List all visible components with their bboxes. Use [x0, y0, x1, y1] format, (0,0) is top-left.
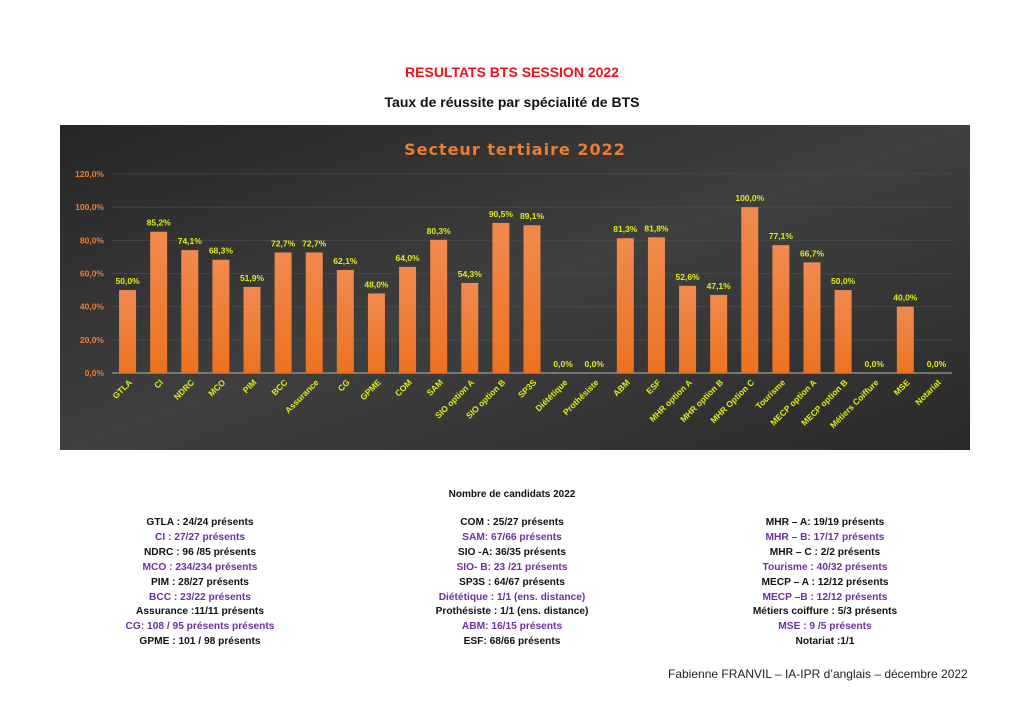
candidate-count-item: ABM: 16/15 présents	[461, 621, 563, 633]
y-tick-label: 0,0%	[85, 368, 105, 378]
data-label: 50,0%	[116, 276, 141, 286]
candidate-count-item: NDRC : 96 /85 présents	[143, 546, 257, 558]
bar	[772, 245, 790, 373]
candidates-title: Nombre de candidats 2022	[448, 489, 576, 500]
data-label: 100,0%	[735, 193, 764, 203]
bar	[305, 252, 323, 373]
data-label: 72,7%	[302, 238, 327, 248]
y-tick-label: 100,0%	[75, 202, 104, 212]
bar	[212, 259, 230, 373]
candidate-count-item: Tourisme : 40/32 présents	[762, 561, 888, 573]
data-label: 0,0%	[553, 359, 573, 369]
data-label: 64,0%	[396, 253, 421, 263]
bar	[243, 286, 261, 373]
data-label: 81,8%	[644, 223, 669, 233]
candidate-count-item: PIM : 28/27 présents	[151, 576, 249, 588]
bar	[647, 237, 665, 373]
candidate-count-item: MSE : 9 /5 présents	[778, 621, 872, 633]
candidates-column-2: COM : 25/27 présents SAM: 67/66 présents S…	[372, 516, 652, 650]
bar	[834, 290, 852, 373]
candidate-count-item: Notariat :1/1	[795, 636, 855, 648]
candidate-count-item: CI : 27/27 présents	[154, 531, 246, 543]
footer-author: Fabienne FRANVIL – IA-IPR d’anglais – dé…	[668, 667, 968, 681]
candidate-count-item: SIO -A: 36/35 présents	[457, 546, 567, 558]
data-label: 66,7%	[800, 248, 825, 258]
candidate-count-item: MCO : 234/234 présents	[142, 561, 258, 573]
bar	[461, 282, 479, 373]
data-label: 77,1%	[769, 231, 794, 241]
candidates-column-3: MHR – A: 19/19 présents MHR – B: 17/17 pr…	[685, 516, 965, 650]
candidate-count-item: Assurance :11/11 présents	[136, 606, 264, 618]
y-tick-label: 60,0%	[80, 269, 105, 279]
data-label: 85,2%	[147, 218, 172, 228]
bar	[523, 225, 541, 373]
data-label: 0,0%	[927, 359, 947, 369]
data-label: 80,3%	[427, 226, 452, 236]
bar	[336, 270, 354, 373]
data-label: 72,7%	[271, 238, 296, 248]
y-tick-label: 20,0%	[80, 335, 105, 345]
candidate-count-item: SAM: 67/66 présents	[462, 531, 562, 543]
bar	[399, 266, 417, 373]
bar	[710, 294, 728, 373]
data-label: 50,0%	[831, 276, 856, 286]
chart-title: Secteur tertiaire 2022	[404, 140, 626, 159]
candidate-count-item: SIO- B: 23 /21 présents	[456, 561, 568, 573]
candidate-count-item: GPME : 101 / 98 présents	[139, 636, 261, 648]
bar	[741, 207, 759, 373]
data-label: 81,3%	[613, 224, 638, 234]
bar	[367, 293, 385, 373]
page-subtitle: Taux de réussite par spécialité de BTS	[384, 94, 640, 110]
candidates-column-1: GTLA : 24/24 présents CI : 27/27 présents…	[60, 516, 340, 650]
candidate-count-item: Diététique : 1/1 (ens. distance)	[438, 591, 586, 603]
data-label: 74,1%	[178, 236, 203, 246]
page-title: RESULTATS BTS SESSION 2022	[405, 64, 619, 80]
candidate-count-item: MHR – B: 17/17 présents	[765, 531, 885, 543]
data-label: 0,0%	[585, 359, 605, 369]
data-label: 90,5%	[489, 209, 514, 219]
data-label: 47,1%	[707, 281, 732, 291]
bar	[430, 239, 448, 373]
candidate-count-item: SP3S : 64/67 présents	[459, 576, 565, 588]
candidate-count-item: MECP –B : 12/12 présents	[762, 591, 888, 603]
data-label: 68,3%	[209, 246, 234, 256]
candidate-count-item: COM : 25/27 présents	[460, 517, 564, 528]
bar	[896, 306, 914, 373]
data-label: 89,1%	[520, 211, 545, 221]
candidate-count-item: BCC : 23/22 présents	[149, 591, 251, 603]
candidate-count-item: Métiers coiffure : 5/3 présents	[752, 606, 898, 618]
bar	[181, 250, 199, 373]
bar	[150, 231, 168, 373]
y-tick-label: 80,0%	[80, 235, 105, 245]
data-label: 51,9%	[240, 273, 265, 283]
data-label: 40,0%	[893, 293, 918, 303]
bar	[679, 285, 697, 373]
data-label: 48,0%	[364, 279, 389, 289]
bar	[119, 290, 137, 373]
candidate-count-item: ESF: 68/66 présents	[463, 636, 561, 648]
bar	[616, 238, 634, 373]
y-tick-label: 120,0%	[75, 169, 104, 179]
candidate-count-item: MHR – A: 19/19 présents	[765, 517, 885, 528]
bar-chart: Secteur tertiaire 2022 0,0% 20,0% 40,0% 60,…	[60, 125, 970, 450]
candidate-count-item: MECP – A : 12/12 présents	[761, 576, 889, 588]
bar	[274, 252, 292, 373]
candidate-count-item: GTLA : 24/24 présents	[146, 517, 254, 528]
candidate-count-item: Prothésiste : 1/1 (ens. distance)	[435, 606, 589, 618]
data-label: 52,6%	[676, 272, 701, 282]
bar	[492, 222, 510, 373]
data-label: 0,0%	[865, 359, 885, 369]
candidate-count-item: MHR – C : 2/2 présents	[769, 546, 881, 558]
y-tick-label: 40,0%	[80, 302, 105, 312]
data-label: 54,3%	[458, 269, 483, 279]
candidate-count-item: CG: 108 / 95 présents présents	[125, 621, 275, 633]
bar	[803, 262, 821, 373]
data-label: 62,1%	[333, 256, 358, 266]
